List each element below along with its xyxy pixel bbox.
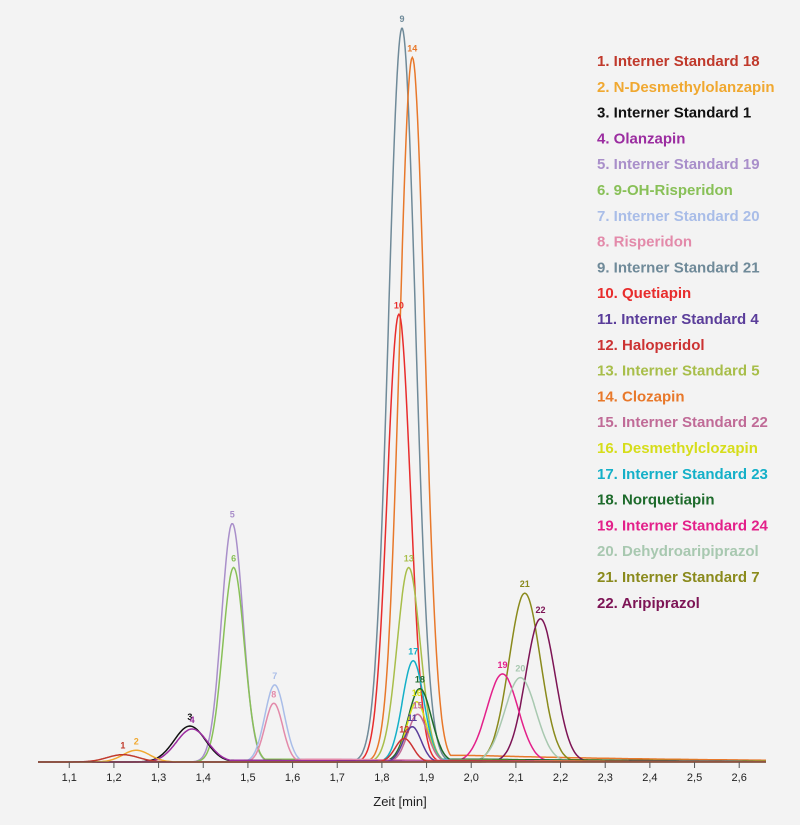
- peak-label-22: 22: [535, 605, 545, 615]
- peak-label-19: 19: [497, 660, 507, 670]
- peak-label-9: 9: [399, 14, 404, 24]
- x-tick-label: 2,0: [464, 772, 479, 784]
- peak-curve-7: [38, 684, 766, 763]
- legend-entry-4: 4. Olanzapin: [597, 130, 685, 147]
- peak-label-15: 15: [413, 700, 423, 710]
- legend-entry-16: 16. Desmethylclozapin: [597, 440, 758, 457]
- legend-entry-3: 3. Interner Standard 1: [597, 105, 751, 122]
- legend-entry-8: 8. Risperidon: [597, 234, 692, 251]
- legend-entry-19: 19. Interner Standard 24: [597, 517, 769, 534]
- x-tick-label: 1,4: [196, 772, 211, 784]
- peak-label-17: 17: [408, 647, 418, 657]
- x-tick-label: 2,2: [553, 772, 568, 784]
- legend-entry-11: 11. Interner Standard 4: [597, 311, 759, 328]
- peak-label-13: 13: [404, 554, 414, 564]
- peak-label-8: 8: [271, 689, 276, 699]
- legend-entry-18: 18. Norquetiapin: [597, 492, 715, 509]
- x-tick-label: 2,5: [687, 772, 702, 784]
- x-tick-label: 1,6: [285, 772, 300, 784]
- x-tick-label: 1,2: [106, 772, 121, 784]
- x-tick-label: 1,5: [240, 772, 255, 784]
- legend-entry-9: 9. Interner Standard 21: [597, 259, 760, 276]
- peak-label-14: 14: [407, 43, 417, 53]
- legend-entry-22: 22. Aripiprazol: [597, 595, 700, 612]
- legend-entry-7: 7. Interner Standard 20: [597, 208, 760, 225]
- legend: 1. Interner Standard 18 2. N-Desmethylola…: [597, 53, 775, 612]
- peak-label-5: 5: [230, 510, 235, 520]
- peak-label-1: 1: [120, 741, 125, 751]
- x-tick-label: 2,3: [598, 772, 613, 784]
- legend-entry-13: 13. Interner Standard 5: [597, 363, 760, 380]
- legend-entry-20: 20. Dehydroaripiprazol: [597, 543, 759, 560]
- legend-entry-17: 17. Interner Standard 23: [597, 466, 768, 483]
- x-tick-label: 1,1: [62, 772, 77, 784]
- peak-label-11: 11: [408, 713, 418, 723]
- peak-label-10: 10: [394, 300, 404, 310]
- x-tick-label: 1,3: [151, 772, 166, 784]
- peak-label-16: 16: [412, 688, 422, 698]
- legend-entry-15: 15. Interner Standard 22: [597, 414, 768, 431]
- x-axis-title: Zeit [min]: [373, 794, 426, 809]
- x-axis-ticks: 1,1 1,2 1,3 1,4 1,5 1,6 1,7 1,8 1,9 2,0 2,1 2,2 2,3 2…: [62, 762, 747, 784]
- legend-entry-1: 1. Interner Standard 18: [597, 53, 760, 70]
- peak-label-21: 21: [520, 579, 530, 589]
- peak-curve-21: [38, 592, 766, 763]
- peak-label-12: 12: [399, 725, 409, 735]
- peak-label-4: 4: [190, 715, 195, 725]
- legend-entry-5: 5. Interner Standard 19: [597, 156, 760, 173]
- x-tick-label: 1,8: [374, 772, 389, 784]
- x-tick-label: 1,7: [330, 772, 345, 784]
- x-tick-label: 1,9: [419, 772, 434, 784]
- legend-entry-2: 2. N-Desmethylolanzapin: [597, 79, 775, 96]
- legend-entry-10: 10. Quetiapin: [597, 285, 691, 302]
- peak-label-2: 2: [134, 736, 139, 746]
- x-tick-label: 2,6: [732, 772, 747, 784]
- legend-entry-21: 21. Interner Standard 7: [597, 569, 760, 586]
- peak-label-20: 20: [515, 664, 525, 674]
- legend-entry-12: 12. Haloperidol: [597, 337, 705, 354]
- peak-label-7: 7: [272, 671, 277, 681]
- x-tick-label: 2,4: [642, 772, 657, 784]
- peak-curve-10: [38, 312, 766, 763]
- legend-entry-6: 6. 9-OH-Risperidon: [597, 182, 733, 199]
- x-tick-label: 2,1: [508, 772, 523, 784]
- peak-label-3: 3: [187, 712, 192, 722]
- peak-label-6: 6: [231, 554, 236, 564]
- peak-label-18: 18: [415, 675, 425, 685]
- legend-entry-14: 14. Clozapin: [597, 388, 685, 405]
